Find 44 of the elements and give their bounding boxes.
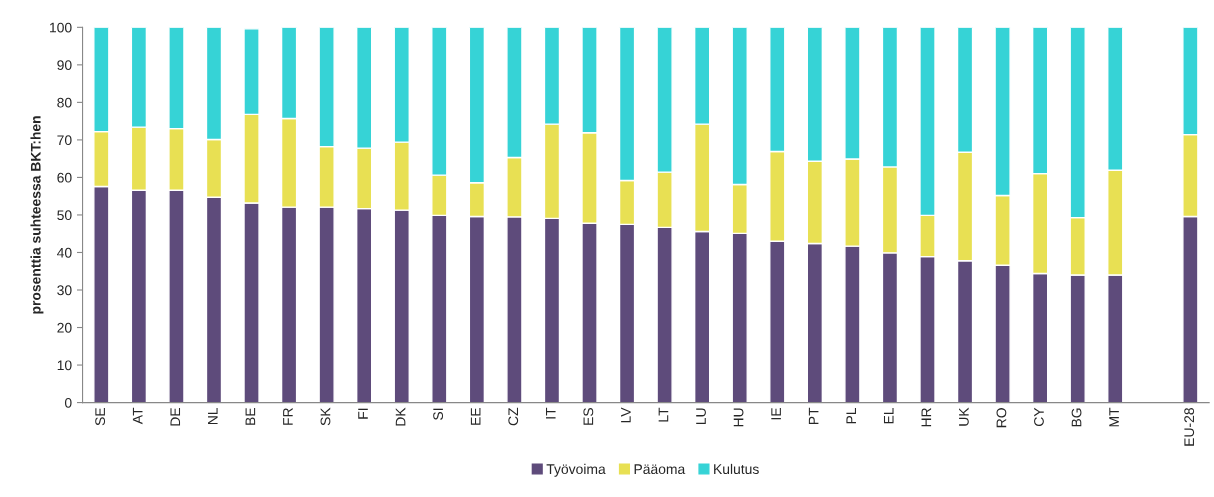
x-tick-label: BG xyxy=(1071,408,1082,427)
y-tick-label: 60 xyxy=(57,172,72,183)
x-tick-label: CZ xyxy=(508,407,519,426)
x-tick-label: SK xyxy=(320,407,331,426)
y-tick-label: 100 xyxy=(50,22,72,33)
x-tick-label: LV xyxy=(621,407,631,423)
x-tick-label: LU xyxy=(696,408,706,425)
x-tick-label: IT xyxy=(546,407,556,419)
x-tick-label: HR xyxy=(921,408,932,427)
x-tick-label: EL xyxy=(883,407,894,424)
y-tick-label: 10 xyxy=(57,360,72,371)
y-tick-label: 90 xyxy=(57,60,72,71)
x-tick-label: LT xyxy=(658,407,669,422)
x-tick-label: AT xyxy=(132,407,143,425)
legend-label: Työvoima xyxy=(546,463,606,477)
y-tick-label: 70 xyxy=(57,135,72,146)
x-tick-label: UK xyxy=(959,407,969,426)
x-tick-label: RO xyxy=(996,408,1007,428)
x-tick-label: DK xyxy=(395,407,406,426)
x-tick-label: ES xyxy=(583,408,594,425)
y-tick-label: 40 xyxy=(57,247,72,258)
x-tick-label: PL xyxy=(846,407,856,424)
x-tick-label: CY xyxy=(1034,407,1044,427)
y-tick-label: 80 xyxy=(57,97,72,108)
x-tick-label: SI xyxy=(433,408,444,420)
x-tick-label: EE xyxy=(470,408,481,425)
x-tick-label: NL xyxy=(208,407,218,425)
x-tick-label: FR xyxy=(283,408,293,425)
x-tick-label: HU xyxy=(733,408,744,427)
legend-label: Pääoma xyxy=(634,464,686,475)
x-tick-label: BE xyxy=(245,408,256,425)
y-tick-label: 20 xyxy=(57,322,72,333)
y-tick-label: 50 xyxy=(57,210,72,221)
y-axis-title: prosenttia suhteessa BKT:hen xyxy=(30,116,44,314)
y-tick-label: 30 xyxy=(57,285,72,296)
x-tick-label: SE xyxy=(95,408,106,426)
legend-label: Kulutus xyxy=(714,463,759,475)
x-tick-label: MT xyxy=(1109,407,1119,427)
x-tick-label: DE xyxy=(170,408,181,426)
x-tick-label: PT xyxy=(808,407,819,425)
x-tick-label: FI xyxy=(358,408,368,419)
x-tick-label: IE xyxy=(771,408,781,420)
y-tick-label: 0 xyxy=(64,397,72,408)
x-tick-label: EU-28 xyxy=(1184,408,1195,446)
